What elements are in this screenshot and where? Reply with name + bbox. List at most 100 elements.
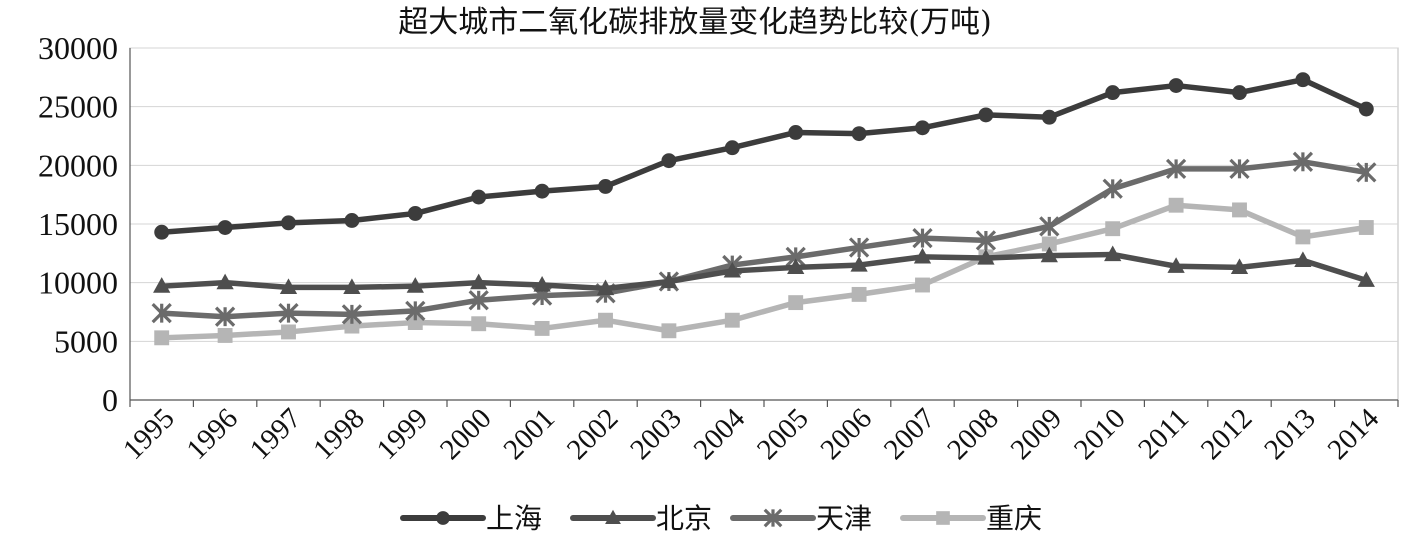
data-point [913, 247, 932, 264]
data-point [661, 153, 677, 169]
data-point [1292, 151, 1314, 172]
data-point [279, 278, 298, 294]
series-line [158, 251, 1370, 292]
x-tick-label: 2013 [1258, 402, 1322, 466]
data-point [723, 261, 741, 278]
series-line [158, 202, 1370, 341]
data-point [915, 120, 930, 136]
x-tick-label: 1999 [371, 402, 435, 466]
legend-marker [936, 511, 950, 525]
data-point [216, 273, 234, 290]
data-point [471, 189, 487, 205]
data-point [915, 277, 930, 293]
x-tick-labels: 1995 1996 1997 1998 1999 2000 2001 2002 2003 2004… [117, 402, 1386, 466]
x-tick-label: 1995 [117, 402, 181, 466]
data-point [978, 107, 994, 123]
legend-item: 重庆 [900, 502, 1042, 533]
data-point [278, 303, 299, 324]
data-point [1168, 78, 1184, 93]
data-point [151, 303, 172, 324]
y-tick-labels: 0 5000 10000 15000 20000 25000 30000 [38, 30, 118, 418]
legend-item: 北京 [570, 502, 712, 533]
x-tick-label: 2011 [1132, 402, 1195, 465]
series-3 [151, 151, 1377, 327]
data-point [217, 220, 233, 235]
data-point [343, 278, 361, 294]
data-point [1040, 246, 1058, 263]
data-point [850, 256, 868, 272]
legend-item: 天津 [730, 502, 872, 533]
data-point [661, 323, 677, 339]
y-tick-label: 30000 [38, 30, 118, 66]
data-point [787, 258, 805, 275]
series-1 [154, 72, 1374, 240]
data-point [154, 330, 170, 346]
y-tick-label: 0 [102, 382, 118, 418]
x-tick-label: 2012 [1195, 402, 1259, 466]
data-point [407, 315, 423, 330]
data-point [1168, 197, 1184, 213]
series-layer [151, 72, 1377, 346]
y-tick-label: 25000 [38, 89, 118, 125]
data-point [1294, 251, 1312, 267]
data-point [1104, 245, 1122, 262]
legend-label: 上海 [486, 502, 542, 533]
x-tick-label: 2009 [1005, 402, 1069, 466]
data-point [468, 290, 489, 311]
data-point [977, 249, 995, 265]
data-point [153, 277, 171, 293]
data-point [1356, 162, 1377, 183]
data-point [1357, 271, 1375, 287]
legend-label: 重庆 [986, 502, 1042, 533]
x-tick-label: 2004 [688, 402, 752, 466]
data-point [1229, 158, 1250, 179]
data-point [1358, 220, 1374, 235]
data-point [1105, 221, 1121, 237]
data-point [1230, 258, 1249, 275]
y-tick-label: 20000 [38, 147, 118, 183]
x-tick-label: 2005 [751, 402, 815, 466]
legend-marker [605, 509, 621, 525]
data-point [344, 318, 360, 334]
data-point [660, 272, 678, 289]
chart-title: 超大城市二氧化碳排放量变化趋势比较(万吨) [398, 5, 991, 40]
data-point [344, 213, 360, 228]
data-point [724, 140, 740, 156]
y-tick-label: 15000 [38, 206, 118, 242]
data-point [788, 125, 804, 140]
y-tick-label: 5000 [54, 323, 118, 359]
data-point [534, 320, 550, 336]
data-point [1232, 85, 1247, 101]
data-point [848, 237, 870, 258]
legend-marker [436, 511, 450, 525]
data-point [598, 312, 613, 328]
data-point [1041, 109, 1057, 125]
data-point [596, 279, 615, 296]
data-point [851, 126, 867, 142]
data-point [1358, 101, 1374, 117]
x-tick-label: 2002 [561, 402, 625, 466]
data-point [724, 312, 740, 328]
data-point [598, 179, 613, 194]
axis-layer [129, 48, 1399, 407]
data-point [1105, 85, 1121, 101]
y-tick-label: 10000 [38, 265, 118, 301]
data-point [851, 286, 867, 302]
data-point [405, 300, 426, 321]
data-point [471, 316, 487, 332]
data-point [214, 306, 236, 327]
data-point [912, 227, 933, 249]
series-2 [153, 245, 1375, 296]
x-tick-label: 2003 [624, 402, 688, 466]
data-point [533, 276, 551, 292]
data-point [470, 273, 488, 290]
data-point [154, 224, 170, 240]
x-tick-label: 1997 [244, 402, 308, 466]
data-point [281, 215, 296, 231]
legend-item: 上海 [400, 502, 542, 533]
legend-label: 北京 [656, 502, 712, 533]
data-point [1295, 72, 1311, 88]
x-tick-label: 2010 [1068, 402, 1132, 466]
